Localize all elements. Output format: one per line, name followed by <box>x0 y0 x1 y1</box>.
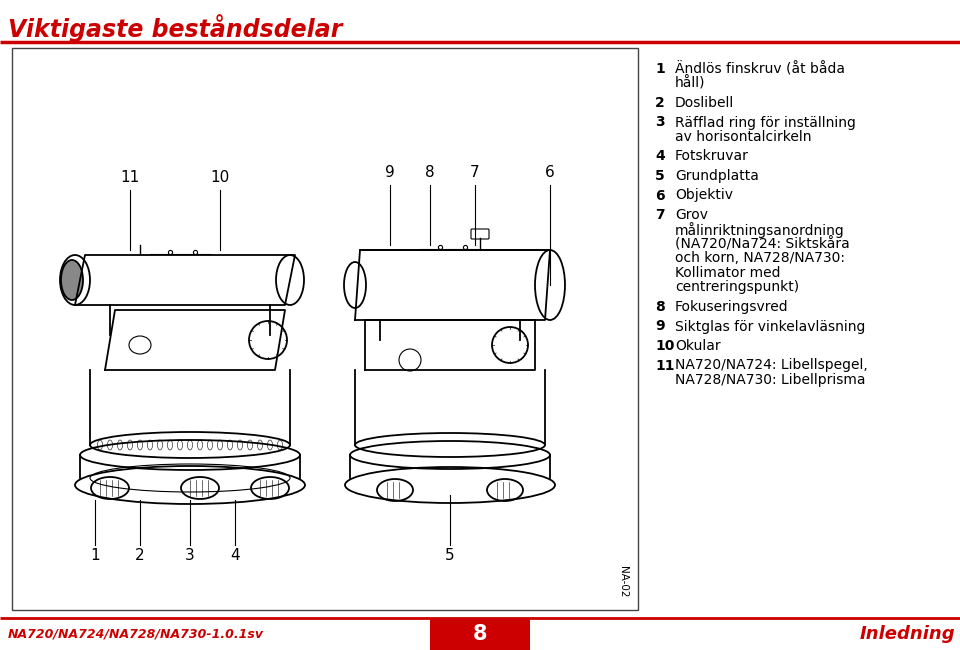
Text: Inledning: Inledning <box>859 625 955 643</box>
Text: 8: 8 <box>472 624 488 644</box>
Text: NA-02: NA-02 <box>618 567 628 598</box>
Text: 10: 10 <box>210 170 229 185</box>
Text: av horisontalcirkeln: av horisontalcirkeln <box>675 130 811 144</box>
Text: 9: 9 <box>385 165 395 180</box>
Text: och korn, NA728/NA730:: och korn, NA728/NA730: <box>675 252 845 265</box>
Ellipse shape <box>61 260 83 300</box>
Text: Objektiv: Objektiv <box>675 188 733 203</box>
Bar <box>430 618 530 650</box>
Text: NA728/NA730: Libellprisma: NA728/NA730: Libellprisma <box>675 373 866 387</box>
Text: 8: 8 <box>425 165 435 180</box>
Text: 2: 2 <box>135 548 145 563</box>
Text: Okular: Okular <box>675 339 721 353</box>
Text: Fokuseringsvred: Fokuseringsvred <box>675 300 788 314</box>
Text: 5: 5 <box>445 548 455 563</box>
Text: centreringspunkt): centreringspunkt) <box>675 281 799 294</box>
Text: 4: 4 <box>655 150 664 164</box>
Text: 7: 7 <box>470 165 480 180</box>
Text: 7: 7 <box>655 208 664 222</box>
Text: 4: 4 <box>230 548 240 563</box>
Text: 3: 3 <box>185 548 195 563</box>
Text: 6: 6 <box>655 188 664 203</box>
Text: NA720/NA724: Libellspegel,: NA720/NA724: Libellspegel, <box>675 359 868 372</box>
Text: Grundplatta: Grundplatta <box>675 169 758 183</box>
Text: (NA720/Na724: Siktskåra: (NA720/Na724: Siktskåra <box>675 237 850 252</box>
Text: Ändlös finskruv (åt båda: Ändlös finskruv (åt båda <box>675 62 845 77</box>
Text: Grov: Grov <box>675 208 708 222</box>
Text: 8: 8 <box>655 300 664 314</box>
Text: 1: 1 <box>655 62 664 76</box>
Text: 10: 10 <box>655 339 674 353</box>
Text: 11: 11 <box>120 170 139 185</box>
Text: 6: 6 <box>545 165 555 180</box>
Text: Siktglas för vinkelavläsning: Siktglas för vinkelavläsning <box>675 320 865 333</box>
Text: Doslibell: Doslibell <box>675 96 734 110</box>
Text: NA720/NA724/NA728/NA730-1.0.1sv: NA720/NA724/NA728/NA730-1.0.1sv <box>8 627 264 640</box>
Text: Viktigaste beståndsdelar: Viktigaste beståndsdelar <box>8 14 343 42</box>
Text: Kollimator med: Kollimator med <box>675 266 780 280</box>
Text: 3: 3 <box>655 116 664 129</box>
Text: 5: 5 <box>655 169 664 183</box>
Text: 2: 2 <box>655 96 664 110</box>
Text: 1: 1 <box>90 548 100 563</box>
Text: målinriktningsanordning: målinriktningsanordning <box>675 222 845 239</box>
Text: håll): håll) <box>675 77 706 91</box>
Text: Räfflad ring för inställning: Räfflad ring för inställning <box>675 116 856 129</box>
Text: 9: 9 <box>655 320 664 333</box>
Text: 11: 11 <box>655 359 675 372</box>
Bar <box>12 48 638 610</box>
Text: Fotskruvar: Fotskruvar <box>675 150 749 164</box>
